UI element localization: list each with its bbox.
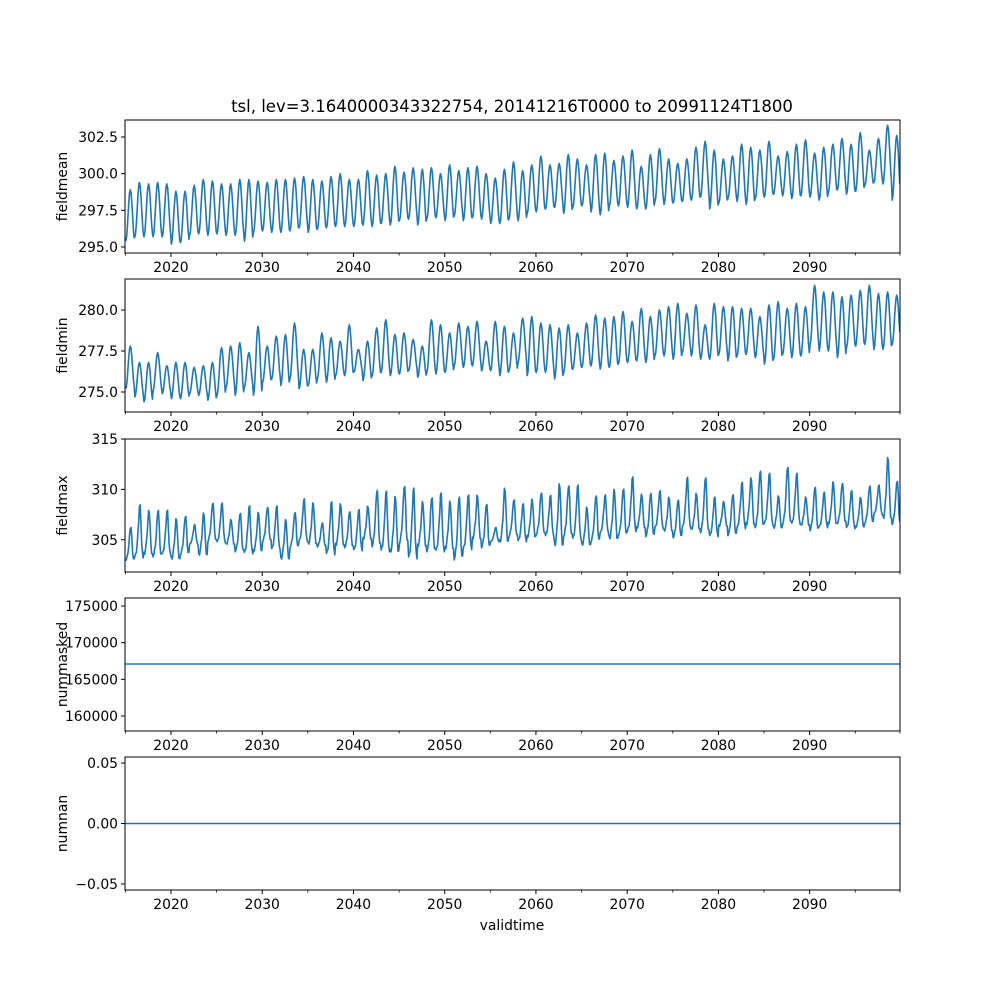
x-tick-label: 2080 xyxy=(701,897,736,913)
x-tick-label: 2080 xyxy=(701,260,736,276)
x-tick-label: 2020 xyxy=(153,738,188,754)
y-tick-label: −0.05 xyxy=(75,877,118,893)
x-tick-label: 2030 xyxy=(245,897,280,913)
y-axis-label: fieldmin xyxy=(55,317,71,373)
x-axis-label: validtime xyxy=(480,918,545,934)
x-tick-label: 2050 xyxy=(427,260,462,276)
x-tick-label: 2050 xyxy=(427,897,462,913)
y-tick-label: 160000 xyxy=(65,709,118,725)
subplot-fieldmin: 275.0 277.5 280.0 fieldmin 2020 2030 2040 2050 2… xyxy=(55,278,901,435)
x-tick-label: 2020 xyxy=(153,419,188,435)
axes-frame xyxy=(124,278,901,413)
y-tick-label: 305 xyxy=(91,533,118,549)
subplots: 295.0 297.5 300.0 302.5 fieldmean 2020 2030 204… xyxy=(55,119,901,913)
y-tick-label: 310 xyxy=(91,482,118,498)
y-axis-label: numnan xyxy=(55,795,71,852)
y-tick-label: 300.0 xyxy=(78,167,118,183)
x-tick-label: 2070 xyxy=(610,897,645,913)
x-tick-label: 2060 xyxy=(518,419,553,435)
chart-title: tsl, lev=3.1640000343322754, 20141216T00… xyxy=(231,97,793,116)
x-tick-label: 2080 xyxy=(701,579,736,595)
fieldmean-line xyxy=(125,124,900,245)
y-axis-label: nummasked xyxy=(55,622,71,707)
x-tick-label: 2030 xyxy=(245,579,280,595)
x-tick-label: 2040 xyxy=(336,738,371,754)
x-tick-label: 2050 xyxy=(427,579,462,595)
y-tick-label: 302.5 xyxy=(78,130,118,146)
x-tick-label: 2070 xyxy=(610,260,645,276)
x-tick-label: 2070 xyxy=(610,579,645,595)
x-tick-label: 2030 xyxy=(245,419,280,435)
x-tick-label: 2040 xyxy=(336,897,371,913)
x-tick-label: 2090 xyxy=(792,260,827,276)
axes-frame xyxy=(124,438,901,573)
x-tick-label: 2060 xyxy=(518,738,553,754)
x-tick-label: 2070 xyxy=(610,738,645,754)
x-tick-label: 2060 xyxy=(518,897,553,913)
x-tick-label: 2020 xyxy=(153,260,188,276)
x-tick-label: 2050 xyxy=(427,738,462,754)
x-tick-label: 2060 xyxy=(518,579,553,595)
axes-frame xyxy=(124,119,901,254)
y-axis-label: fieldmean xyxy=(55,152,71,221)
y-tick-label: 175000 xyxy=(65,599,118,615)
x-tick-label: 2090 xyxy=(792,579,827,595)
x-tick-label: 2020 xyxy=(153,897,188,913)
y-tick-label: 295.0 xyxy=(78,240,118,256)
x-tick-label: 2050 xyxy=(427,419,462,435)
x-tick-label: 2090 xyxy=(792,897,827,913)
y-tick-label: 277.5 xyxy=(78,344,118,360)
subplot-fieldmax: 305 310 315 fieldmax 2020 2030 2040 2050 2060 207… xyxy=(55,432,901,595)
subplot-fieldmean: 295.0 297.5 300.0 302.5 fieldmean 2020 2030 204… xyxy=(55,119,901,276)
x-tick-label: 2040 xyxy=(336,579,371,595)
x-tick-label: 2080 xyxy=(701,738,736,754)
subplot-numnan: −0.05 0.00 0.05 numnan 2020 2030 2040 2050 2060 2… xyxy=(55,756,901,913)
y-tick-label: 165000 xyxy=(65,672,118,688)
y-tick-label: 0.05 xyxy=(87,756,118,772)
x-tick-label: 2060 xyxy=(518,260,553,276)
x-tick-label: 2080 xyxy=(701,419,736,435)
x-tick-label: 2040 xyxy=(336,260,371,276)
x-tick-label: 2020 xyxy=(153,579,188,595)
y-tick-label: 280.0 xyxy=(78,303,118,319)
x-tick-label: 2030 xyxy=(245,738,280,754)
y-axis-label: fieldmax xyxy=(55,475,71,535)
x-tick-label: 2070 xyxy=(610,419,645,435)
y-tick-label: 0.00 xyxy=(87,817,118,833)
x-tick-label: 2090 xyxy=(792,419,827,435)
axes-frame xyxy=(124,597,901,732)
x-tick-label: 2030 xyxy=(245,260,280,276)
y-tick-label: 275.0 xyxy=(78,385,118,401)
subplot-nummasked: 160000 165000 170000 175000 nummasked 2020 203… xyxy=(55,597,901,754)
y-tick-label: 297.5 xyxy=(78,203,118,219)
x-tick-label: 2040 xyxy=(336,419,371,435)
fieldmax-line xyxy=(125,456,900,562)
x-tick-label: 2090 xyxy=(792,738,827,754)
y-tick-label: 170000 xyxy=(65,636,118,652)
y-tick-label: 315 xyxy=(91,432,118,448)
fieldmin-line xyxy=(125,284,900,403)
